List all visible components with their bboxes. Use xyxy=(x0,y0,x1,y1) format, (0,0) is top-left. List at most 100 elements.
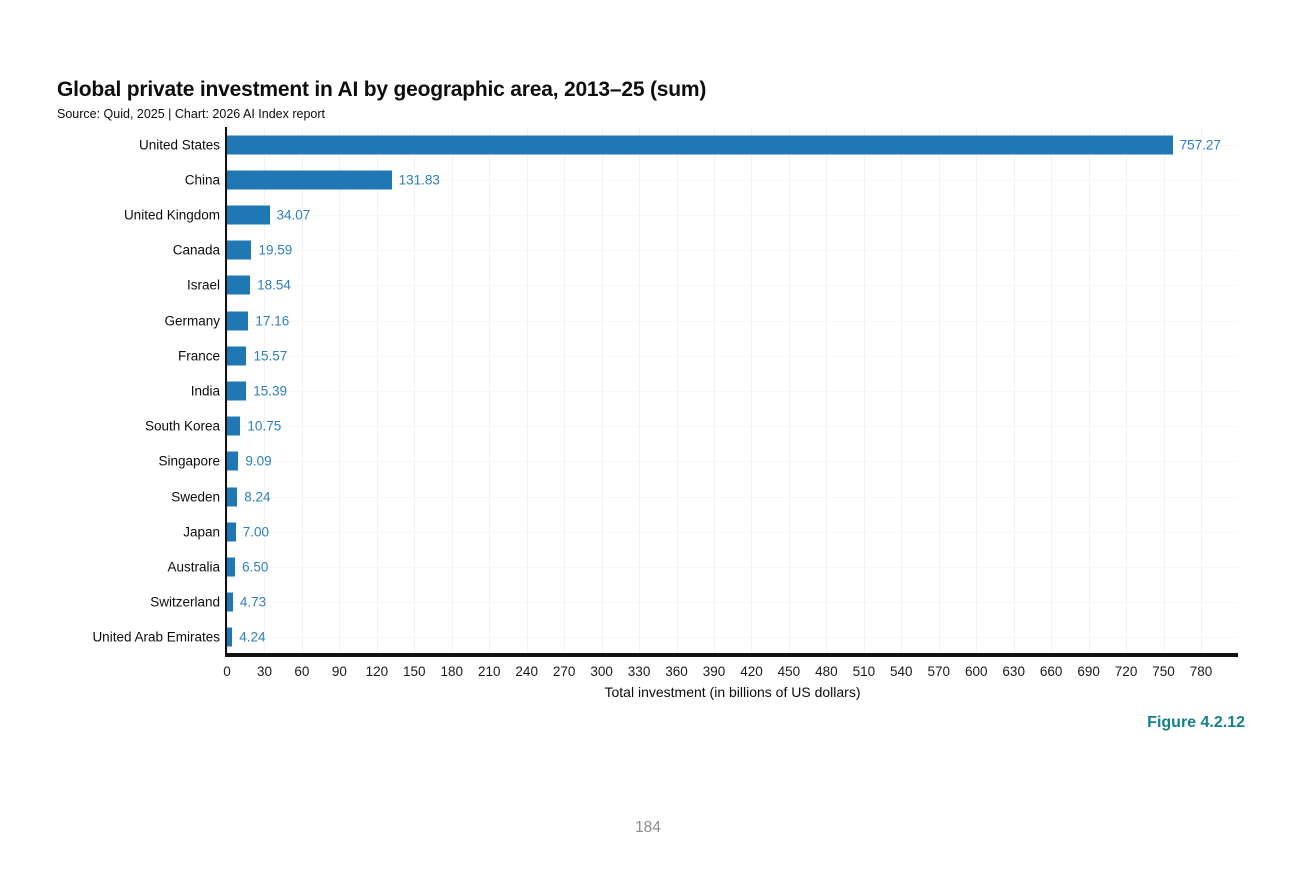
bar-track: 4.24 xyxy=(227,620,1238,655)
x-tick-label: 600 xyxy=(964,664,988,679)
value-label: 15.39 xyxy=(253,383,287,399)
category-label: Germany xyxy=(164,313,220,329)
chart-title: Global private investment in AI by geogr… xyxy=(57,78,707,101)
x-tick-label: 210 xyxy=(477,664,501,679)
category-label: Japan xyxy=(183,524,220,540)
x-tick-label: 660 xyxy=(1039,664,1063,679)
x-tick-label: 60 xyxy=(294,664,310,679)
horizontal-gridline xyxy=(227,637,1238,639)
x-axis-spine xyxy=(225,653,1238,657)
value-label: 9.09 xyxy=(245,453,272,469)
category-label: Sweden xyxy=(171,489,220,505)
bar xyxy=(227,381,247,401)
bar-row: Germany 17.16 xyxy=(0,303,1238,338)
bar xyxy=(227,522,236,542)
x-axis-title: Total investment (in billions of US doll… xyxy=(604,684,861,700)
category-label: United Kingdom xyxy=(123,207,220,223)
horizontal-gridline xyxy=(227,355,1238,357)
bar xyxy=(227,170,392,190)
horizontal-gridline xyxy=(227,496,1238,498)
x-tick-label: 540 xyxy=(890,664,913,679)
horizontal-gridline xyxy=(227,461,1238,463)
x-tick-label: 480 xyxy=(815,664,838,679)
bar-row: South Korea 10.75 xyxy=(0,409,1238,444)
x-tick-label: 330 xyxy=(627,664,651,679)
bar xyxy=(227,416,241,436)
bar xyxy=(227,346,247,366)
bar-row: Sweden 8.24 xyxy=(0,479,1238,514)
horizontal-gridline xyxy=(227,602,1238,604)
value-label: 10.75 xyxy=(247,418,282,434)
bar-row: Canada 19.59 xyxy=(0,233,1238,268)
x-tick-label: 150 xyxy=(403,664,426,679)
category-label: United Arab Emirates xyxy=(92,629,220,645)
x-tick-label: 720 xyxy=(1114,664,1138,679)
value-label: 7.00 xyxy=(242,524,270,540)
category-label: China xyxy=(184,172,220,188)
bar-row: United Arab Emirates 4.24 xyxy=(0,620,1238,655)
figure-number-label: Figure 4.2.12 xyxy=(1147,714,1245,731)
category-label: Singapore xyxy=(158,453,220,469)
x-tick-label: 360 xyxy=(665,664,688,679)
category-label: France xyxy=(177,348,220,364)
bar-row: France 15.57 xyxy=(0,338,1238,373)
value-label: 34.07 xyxy=(276,207,311,223)
bar-row: United States 757.27 xyxy=(0,127,1238,162)
y-axis-spine xyxy=(225,127,227,656)
bar-row: Australia 6.50 xyxy=(0,549,1238,584)
bar-row: United Kingdom 34.07 xyxy=(0,197,1238,232)
bar xyxy=(227,240,252,260)
horizontal-gridline xyxy=(227,566,1238,568)
x-tick-label: 270 xyxy=(552,664,576,679)
horizontal-gridline xyxy=(227,250,1238,252)
x-tick-label: 300 xyxy=(590,664,613,679)
x-tick-label: 120 xyxy=(365,664,389,679)
bar-row: China 131.83 xyxy=(0,162,1238,197)
x-tick-label: 450 xyxy=(777,664,801,679)
bar xyxy=(227,311,249,331)
value-label: 18.54 xyxy=(257,277,291,293)
bar-track: 18.54 xyxy=(227,268,1238,303)
bar-track: 4.73 xyxy=(227,585,1238,620)
x-tick-label: 780 xyxy=(1189,664,1213,679)
bar xyxy=(227,627,233,647)
value-label: 757.27 xyxy=(1179,137,1221,153)
bar-track: 17.16 xyxy=(227,303,1238,338)
x-tick-label: 690 xyxy=(1077,664,1100,679)
value-label: 19.59 xyxy=(258,242,293,258)
category-label: South Korea xyxy=(144,418,220,434)
value-label: 4.73 xyxy=(239,594,267,610)
bar xyxy=(227,205,270,225)
bar-track: 757.27 xyxy=(227,127,1238,162)
horizontal-gridline xyxy=(227,426,1238,428)
bar xyxy=(227,487,238,507)
x-tick-label: 510 xyxy=(852,664,876,679)
bar-row: Switzerland 4.73 xyxy=(0,585,1238,620)
x-tick-label: 30 xyxy=(256,664,272,679)
bar-track: 9.09 xyxy=(227,444,1238,479)
bar-track: 15.57 xyxy=(227,338,1238,373)
category-label: Switzerland xyxy=(150,594,220,610)
category-label: United States xyxy=(138,137,220,153)
value-label: 15.57 xyxy=(253,348,288,364)
bar-row: Singapore 9.09 xyxy=(0,444,1238,479)
bar-track: 131.83 xyxy=(227,162,1238,197)
chart-source-line: Source: Quid, 2025 | Chart: 2026 AI Inde… xyxy=(57,107,325,121)
bar-track: 6.50 xyxy=(227,549,1238,584)
value-label: 17.16 xyxy=(255,313,290,329)
bar-track: 8.24 xyxy=(227,479,1238,514)
x-tick-label: 90 xyxy=(331,664,347,679)
bar xyxy=(227,451,239,471)
category-label: Australia xyxy=(167,559,220,575)
horizontal-gridline xyxy=(227,320,1238,322)
horizontal-gridline xyxy=(227,531,1238,533)
x-tick-label: 390 xyxy=(702,664,726,679)
bar-row: Japan 7.00 xyxy=(0,514,1238,549)
horizontal-gridline xyxy=(227,179,1238,181)
bar xyxy=(227,275,251,295)
bar-row: India 15.39 xyxy=(0,373,1238,408)
value-label: 131.83 xyxy=(398,172,440,188)
bar-row: Israel 18.54 xyxy=(0,268,1238,303)
horizontal-gridline xyxy=(227,390,1238,392)
bar xyxy=(227,592,233,612)
